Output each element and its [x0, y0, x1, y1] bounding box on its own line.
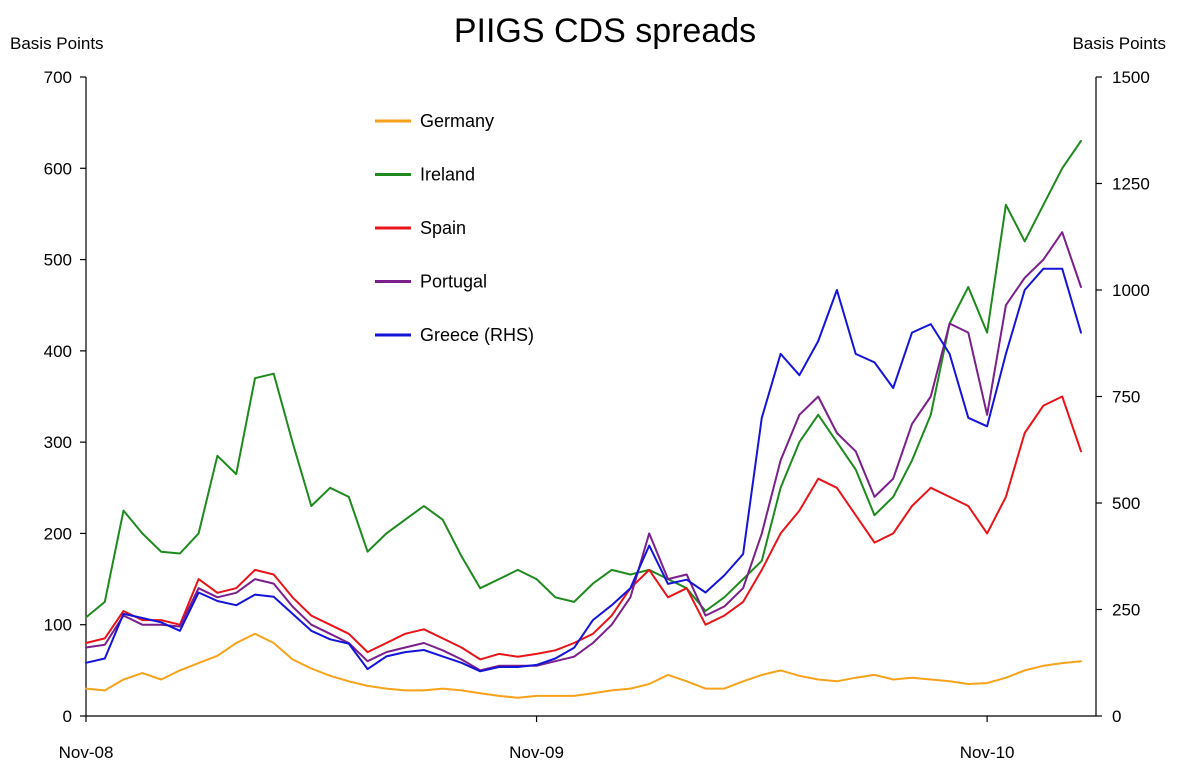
y-left-axis-label: Basis Points [10, 34, 104, 53]
y-left-tick-label: 200 [44, 524, 72, 543]
x-ticks: Nov-08 Nov-09 Nov-10 [59, 716, 1015, 762]
y-left-tick-label: 0 [63, 707, 72, 726]
y-left-tick-label: 300 [44, 433, 72, 452]
legend-label-portugal: Portugal [420, 272, 487, 292]
series-line-spain [85, 395, 1082, 661]
legend-label-ireland: Ireland [420, 165, 475, 185]
x-tick-label: Nov-10 [960, 743, 1015, 762]
series-layer [85, 139, 1082, 699]
y-right-tick-label: 250 [1112, 601, 1140, 620]
series-line-greece-rhs [85, 267, 1082, 673]
series-line-portugal [85, 231, 1082, 672]
series-line-ireland [85, 139, 1082, 619]
y-left-tick-label: 700 [44, 68, 72, 87]
y-right-axis-label: Basis Points [1072, 34, 1166, 53]
series-line-germany [85, 632, 1082, 699]
legend-label-germany: Germany [420, 111, 494, 131]
y-right-tick-label: 0 [1112, 707, 1121, 726]
legend-label-spain: Spain [420, 218, 466, 238]
y-left-tick-label: 500 [44, 251, 72, 270]
y-right-tick-label: 1250 [1112, 175, 1150, 194]
y-left-tick-label: 100 [44, 616, 72, 635]
y-right-tick-label: 1000 [1112, 281, 1150, 300]
chart-title: PIIGS CDS spreads [454, 12, 756, 50]
y-right-tick-label: 750 [1112, 388, 1140, 407]
x-tick-label: Nov-09 [509, 743, 564, 762]
y-left-ticks: 0 100 200 300 400 500 600 700 [44, 68, 86, 726]
y-right-ticks: 0 250 500 750 1000 1250 1500 [1096, 68, 1150, 726]
legend: Germany Ireland Spain Portugal Greece (RHS) [375, 111, 534, 345]
y-right-tick-label: 500 [1112, 494, 1140, 513]
legend-label-greece-rhs: Greece (RHS) [420, 325, 534, 345]
y-left-tick-label: 400 [44, 342, 72, 361]
y-left-tick-label: 600 [44, 159, 72, 178]
x-tick-label: Nov-08 [59, 743, 114, 762]
y-right-tick-label: 1500 [1112, 68, 1150, 87]
